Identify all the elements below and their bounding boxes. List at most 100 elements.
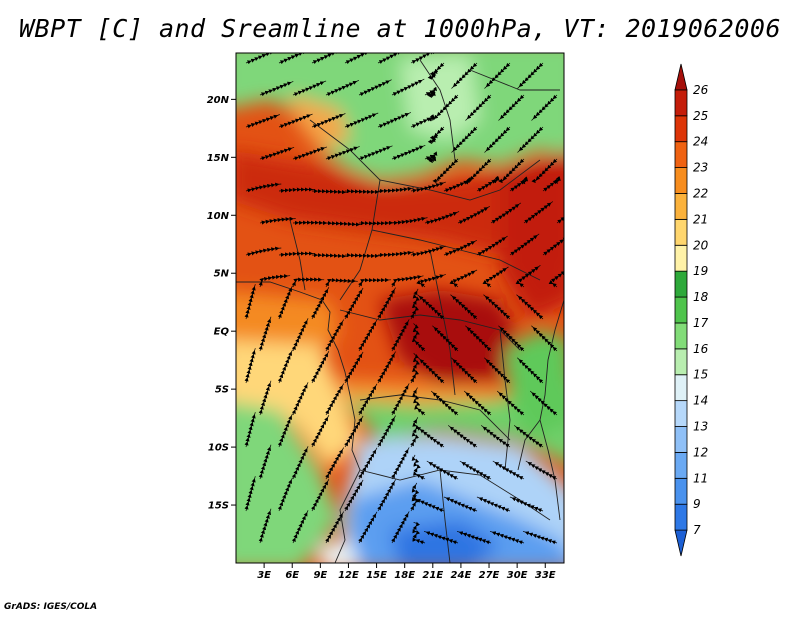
streamline [424, 211, 460, 225]
streamline [358, 145, 393, 161]
colorbar-label: 14 [693, 394, 708, 408]
field-southwest-pale [320, 540, 358, 563]
streamline [391, 144, 426, 161]
colorbar-label: 25 [693, 109, 708, 123]
streamlines-layer [244, 53, 564, 545]
colorbar-label: 7 [693, 523, 701, 537]
colorbar-label: 15 [693, 368, 708, 382]
streamline [443, 239, 477, 257]
streamline [443, 496, 478, 513]
streamline [459, 460, 492, 480]
streamline [277, 477, 293, 512]
streamline [496, 390, 525, 416]
colorbar-label: 12 [693, 445, 708, 459]
map-plot-area [236, 53, 564, 563]
streamline [476, 235, 508, 256]
streamline [278, 251, 315, 257]
lon-tick-label: 18E [394, 570, 415, 581]
streamline [325, 79, 360, 97]
streamline [377, 479, 396, 512]
streamline [325, 146, 360, 161]
streamline [258, 316, 272, 352]
streamline [517, 62, 544, 89]
streamline [245, 114, 280, 129]
streamline [489, 530, 525, 545]
streamline [413, 494, 445, 513]
streamline [292, 146, 328, 161]
streamline [344, 188, 382, 195]
chart-title: WBPT [C] and Sreamline at 1000hPa, VT: 2… [18, 14, 781, 43]
lon-tick-label: 3E [257, 570, 271, 581]
colorbar-label: 22 [693, 186, 708, 200]
colorbar-label: 20 [693, 238, 709, 252]
streamline [456, 530, 492, 545]
streamline [410, 288, 420, 320]
streamline [258, 444, 272, 480]
streamline [451, 126, 478, 153]
streamline [377, 415, 396, 448]
streamline [358, 220, 396, 226]
streamline [418, 357, 445, 384]
streamline [484, 126, 511, 153]
streamline [517, 357, 544, 384]
streamline [432, 158, 459, 184]
streamline [426, 460, 459, 480]
streamline [325, 277, 358, 288]
colorbar-lower-triangle [674, 529, 688, 557]
streamline [449, 269, 478, 288]
colorbar-swatch [674, 400, 688, 427]
grads-credit: GrADS: IGES/COLA [4, 602, 98, 612]
streamline [447, 425, 478, 448]
colorbar-swatch [674, 322, 688, 350]
streamline [529, 390, 558, 416]
colorbar-label: 17 [693, 316, 709, 330]
streamline [278, 187, 315, 193]
streamline [377, 351, 396, 384]
streamline [391, 383, 410, 416]
lat-tick-label: 20N [207, 95, 230, 106]
streamline [291, 446, 309, 480]
streamline [423, 530, 459, 545]
streamline [344, 351, 364, 384]
streamline [358, 383, 378, 416]
colorbar-label: 23 [693, 161, 708, 175]
streamline [542, 234, 564, 256]
border-7 [439, 469, 451, 563]
streamline [344, 112, 379, 129]
lat-tick-label: 10S [208, 443, 229, 454]
lat-tick-label: 15N [207, 153, 230, 164]
streamline [410, 181, 446, 193]
streamline [498, 158, 525, 184]
streamline [277, 285, 293, 320]
lon-tick-label: 30E [507, 570, 528, 581]
streamline [427, 126, 445, 145]
field-north-paler [400, 55, 480, 140]
lon-tick-label: 24E [451, 570, 472, 581]
colorbar-swatch [674, 167, 688, 194]
streamline [245, 182, 282, 193]
streamline [358, 277, 392, 288]
streamline [484, 357, 511, 384]
streamline [391, 78, 425, 97]
streamline [525, 460, 558, 480]
streamline [344, 53, 376, 65]
lat-tick-label: 5N [214, 269, 230, 280]
streamline [457, 205, 490, 225]
streamline [410, 245, 446, 257]
streamline [522, 530, 558, 545]
streamline [391, 216, 428, 225]
streamline [259, 146, 295, 161]
border-1 [309, 119, 381, 301]
streamline [430, 390, 459, 416]
lon-tick-label: 27E [479, 570, 500, 581]
lat-tick-label: 10N [207, 211, 230, 222]
streamline [344, 252, 382, 259]
colorbar-swatch [674, 452, 688, 479]
streamline [245, 53, 278, 65]
streamline [463, 390, 492, 416]
colorbar-swatch [674, 426, 688, 453]
streamline [377, 250, 414, 258]
streamline [412, 521, 426, 545]
streamline [311, 113, 346, 129]
streamline [325, 383, 345, 416]
